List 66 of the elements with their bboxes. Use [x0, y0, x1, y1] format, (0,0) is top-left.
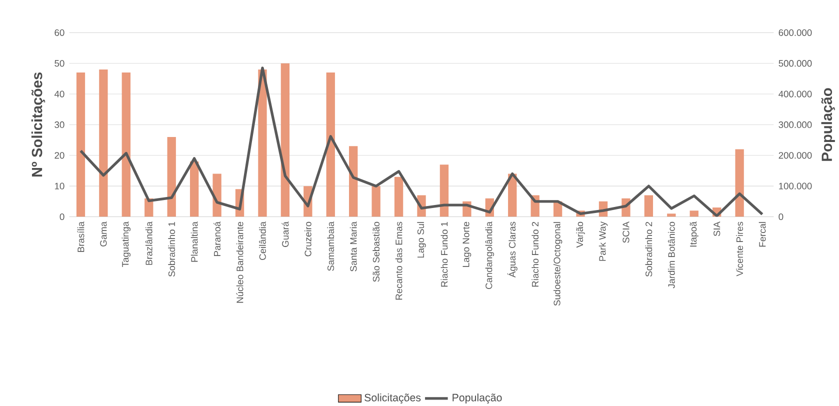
- y2-tick-label: 100.000: [779, 182, 812, 190]
- bar: [667, 214, 676, 217]
- x-tick-label: Brazlândia: [145, 221, 152, 265]
- bar: [326, 72, 335, 217]
- x-tick-label: Paranoá: [214, 221, 221, 256]
- x-tick-label: Gama: [100, 221, 107, 246]
- x-tick-label: Guará: [282, 221, 289, 247]
- x-tick-label: Cruzeiro: [304, 222, 312, 256]
- bar: [190, 161, 199, 217]
- x-tick-label: Fercal: [758, 222, 766, 247]
- x-tick-label: Brasília: [77, 221, 84, 252]
- y2-tick-label: 200.000: [778, 152, 812, 159]
- bar: [690, 210, 698, 217]
- x-tick-label: Santa Maria: [350, 221, 357, 272]
- y2-tick-label: 0: [778, 213, 784, 220]
- x-tick-label: Ceilândia: [259, 221, 266, 260]
- x-tick-label: Sobradinho 1: [168, 222, 176, 277]
- x-tick-label: Riacho Fundo 1: [440, 222, 448, 287]
- x-tick-label: SIA: [714, 221, 720, 236]
- bar: [644, 195, 654, 217]
- line-series: [79, 66, 764, 217]
- x-tick-label: São Sebastião: [372, 222, 380, 282]
- y-tick-label: 50: [54, 60, 64, 67]
- x-tick-label: Lago Norte: [462, 222, 472, 267]
- x-tick-label: Planaltina: [190, 221, 198, 262]
- y2-axis-title: População: [821, 88, 835, 161]
- x-tick-label: Sudoeste/Octogonal: [553, 222, 562, 306]
- x-tick-label: Lago Sul: [417, 222, 426, 258]
- bar: [122, 72, 130, 217]
- legend-label: População: [452, 393, 502, 404]
- y-tick-label: 0: [60, 213, 64, 220]
- bar: [349, 146, 358, 217]
- x-tick-label: SCIA: [622, 221, 630, 243]
- x-tick-label: Park Way: [598, 221, 608, 261]
- bar: [394, 176, 404, 217]
- x-tick-label: Itapoã: [690, 221, 698, 246]
- y-axis-title: Nº Solicitações: [31, 72, 46, 176]
- x-tick-label: Jardim Botânico: [668, 222, 675, 288]
- bar: [167, 136, 176, 217]
- bar: [440, 164, 449, 217]
- y-tick-label: 20: [54, 152, 64, 159]
- x-tick-label: Sobradinho 2: [645, 222, 652, 277]
- x-tick-label: Varjão: [576, 222, 585, 248]
- bar: [735, 149, 744, 217]
- x-tick-label: Samambaia: [327, 221, 334, 271]
- y-tick-label: 10: [54, 182, 64, 190]
- x-tick-label: Recanto das Emas: [395, 222, 402, 300]
- bar: [280, 63, 290, 217]
- y-tick-label: 40: [54, 90, 64, 98]
- bar: [99, 69, 108, 217]
- y-tick-label: 30: [54, 121, 64, 128]
- y2-tick-label: 600.000: [778, 29, 812, 36]
- bar: [258, 69, 267, 217]
- y2-tick-label: 300.000: [778, 121, 812, 128]
- bar: [76, 72, 86, 217]
- y2-tick-label: 400.000: [778, 90, 812, 98]
- legend-label: Solicitações: [364, 393, 421, 404]
- x-tick-label: Taguatinga: [122, 221, 131, 267]
- x-tick-label: Núcleo Bandeirante: [236, 222, 244, 303]
- x-tick-label: Vicente Pires: [736, 222, 743, 276]
- x-tick-label: Águas Claras: [507, 222, 518, 278]
- x-tick-label: Riacho Fundo 2: [532, 222, 539, 287]
- y2-tick-label: 500.000: [778, 60, 812, 67]
- x-tick-label: Candangolândia: [485, 221, 494, 289]
- y-tick-label: 60: [54, 29, 64, 36]
- bar: [372, 186, 380, 217]
